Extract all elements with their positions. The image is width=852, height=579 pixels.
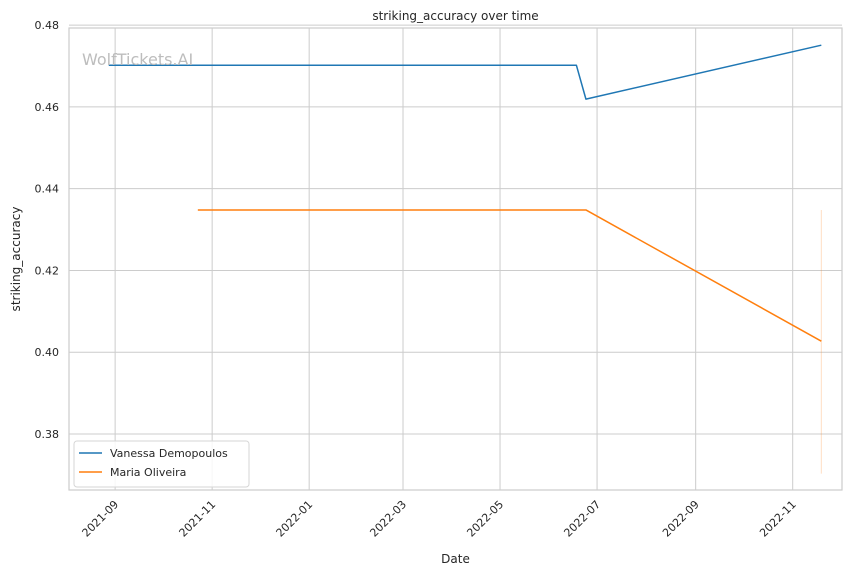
- legend-label: Maria Oliveira: [110, 466, 186, 479]
- series-line-maria-oliveira: [197, 209, 822, 342]
- y-tick-label: 0.48: [35, 19, 60, 32]
- x-tick-label: 2022-03: [367, 498, 409, 540]
- series-lines: [108, 44, 822, 342]
- y-tick-label: 0.42: [35, 264, 60, 277]
- x-axis-ticks: 2021-09 2021-11 2022-01 2022-03 2022-05 2022-…: [80, 498, 799, 540]
- x-tick-label: 2022-09: [660, 498, 702, 540]
- legend-label: Vanessa Demopoulos: [110, 447, 228, 460]
- x-tick-label: 2022-05: [464, 498, 506, 540]
- y-tick-label: 0.38: [35, 428, 60, 441]
- grid: [69, 24, 842, 490]
- y-axis-label: striking_accuracy: [9, 207, 23, 312]
- chart-title: striking_accuracy over time: [372, 9, 538, 23]
- plot-frame: [68, 27, 843, 491]
- x-tick-label: 2022-01: [274, 498, 316, 540]
- x-tick-label: 2022-07: [561, 498, 603, 540]
- y-tick-label: 0.40: [35, 346, 60, 359]
- x-tick-label: 2021-11: [177, 498, 219, 540]
- y-tick-label: 0.46: [35, 101, 60, 114]
- x-axis-label: Date: [441, 552, 470, 566]
- series-line-vanessa-demopoulos: [108, 44, 822, 100]
- x-tick-label: 2021-09: [80, 498, 122, 540]
- y-tick-label: 0.44: [35, 183, 60, 196]
- y-axis-ticks: 0.38 0.40 0.42 0.44 0.46 0.48: [35, 19, 60, 441]
- legend: Vanessa Demopoulos Maria Oliveira: [73, 440, 250, 488]
- plot-background: [69, 28, 842, 490]
- x-tick-label: 2022-11: [757, 498, 799, 540]
- watermark: WolfTickets.AI: [82, 50, 193, 69]
- legend-box: [73, 440, 250, 488]
